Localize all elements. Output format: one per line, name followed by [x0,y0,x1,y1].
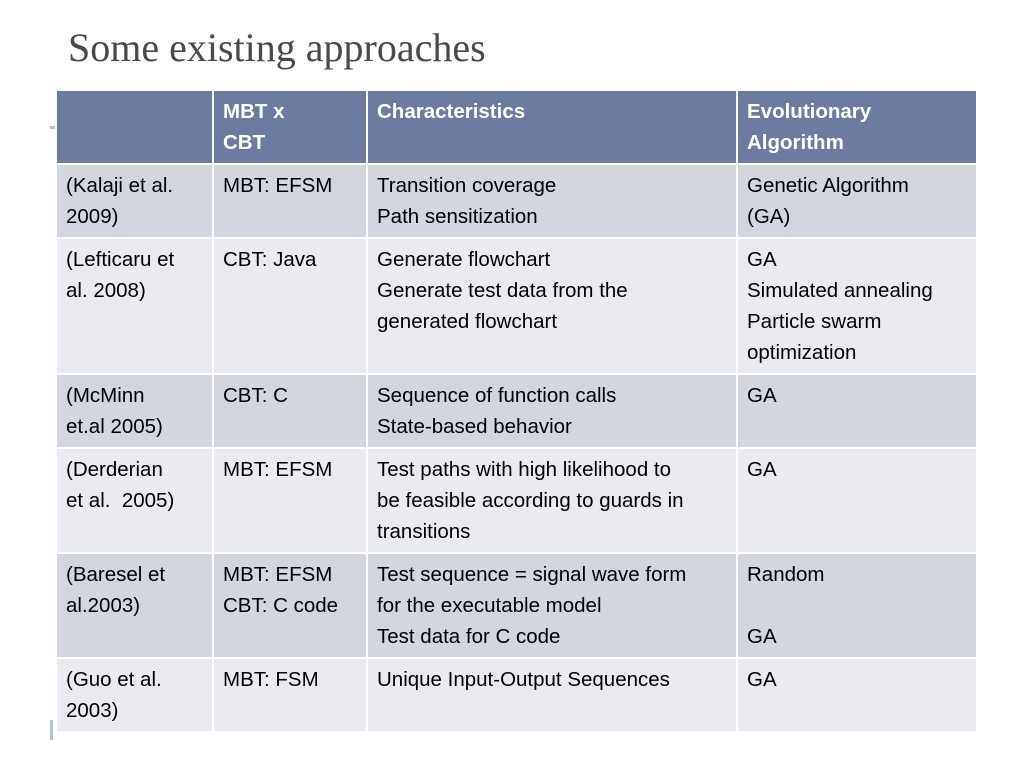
header-algorithm-line-1: Evolutionary [747,100,872,123]
reference-line: (Baresel et [66,563,166,586]
mbt-cbt-line: CBT: C [223,384,288,407]
reference-line: (Derderian [66,458,163,481]
characteristic-line: Test data for C code [377,625,561,648]
mbt-cbt-line: CBT: Java [223,248,317,271]
characteristic-line: Test paths with high likelihood to [377,458,672,481]
cell-characteristics: Generate flowchart Generate test data fr… [366,237,738,375]
algorithm-spacer [747,590,967,621]
characteristic-line: Generate flowchart [377,248,551,271]
mbt-cbt-line: CBT: C code [223,594,339,617]
approaches-table: MBT x CBT Characteristics Evolutionary A… [55,89,978,733]
reference-line: al. 2008) [66,279,146,302]
algorithm-line: GA [747,458,777,481]
header-algorithm-line-2: Algorithm [747,131,844,154]
reference-line: (McMinn [66,384,145,407]
algorithm-line: optimization [747,341,857,364]
cell-characteristics: Sequence of function calls State-based b… [366,373,738,449]
cell-reference: (Derderian et al. 2005) [55,447,214,554]
algorithm-line: GA [747,625,777,648]
cell-reference: (Lefticaru et al. 2008) [55,237,214,375]
characteristic-line: Test sequence = signal wave form [377,563,687,586]
algorithm-line: (GA) [747,205,791,228]
mbt-cbt-line: MBT: EFSM [223,174,333,197]
cell-mbt-cbt: MBT: EFSM [212,447,368,554]
table-row: (Kalaji et al. 2009) MBT: EFSM Transitio… [55,163,978,239]
mbt-cbt-line: MBT: EFSM [223,563,333,586]
cell-characteristics: Unique Input-Output Sequences [366,657,738,733]
header-mbt-cbt: MBT x CBT [212,89,368,165]
reference-line: et al. 2005) [66,489,175,512]
reference-line: 2003) [66,699,119,722]
algorithm-line: GA [747,384,777,407]
reference-line: (Kalaji et al. [66,174,174,197]
cell-reference: (Guo et al. 2003) [55,657,214,733]
cell-algorithm: Random GA [736,552,978,659]
slide-title: Some existing approaches [68,25,486,70]
cell-algorithm: Genetic Algorithm (GA) [736,163,978,239]
algorithm-line: Simulated annealing [747,279,933,302]
table-row: (Lefticaru et al. 2008) CBT: Java Genera… [55,237,978,375]
table-row: (Guo et al. 2003) MBT: FSM Unique Input-… [55,657,978,733]
reference-line: et.al 2005) [66,415,163,438]
characteristic-line: transitions [377,520,471,543]
table-row: (Baresel et al.2003) MBT: EFSM CBT: C co… [55,552,978,659]
cell-algorithm: GA [736,447,978,554]
cell-algorithm: GA [736,657,978,733]
reference-line: (Lefticaru et [66,248,175,271]
cell-mbt-cbt: MBT: EFSM CBT: C code [212,552,368,659]
reference-line: 2009) [66,205,119,228]
cell-mbt-cbt: MBT: FSM [212,657,368,733]
characteristic-line: Transition coverage [377,174,557,197]
characteristic-line: be feasible according to guards in [377,489,684,512]
cell-mbt-cbt: MBT: EFSM [212,163,368,239]
characteristic-line: State-based behavior [377,415,572,438]
cell-mbt-cbt: CBT: C [212,373,368,449]
table-header-row: MBT x CBT Characteristics Evolutionary A… [55,89,978,165]
characteristic-line: Generate test data from the [377,279,628,302]
cell-algorithm: GA [736,373,978,449]
characteristic-line: Path sensitization [377,205,538,228]
cell-characteristics: Transition coverage Path sensitization [366,163,738,239]
header-reference [55,89,214,165]
characteristic-line: Sequence of function calls [377,384,617,407]
cell-characteristics: Test paths with high likelihood to be fe… [366,447,738,554]
header-mbt-cbt-line-2: CBT [223,131,266,154]
cell-mbt-cbt: CBT: Java [212,237,368,375]
header-mbt-cbt-line-1: MBT x [223,100,285,123]
cell-reference: (Kalaji et al. 2009) [55,163,214,239]
accent-tick-bottom [50,720,53,740]
cell-algorithm: GA Simulated annealing Particle swarm op… [736,237,978,375]
algorithm-line: Genetic Algorithm [747,174,909,197]
characteristic-line: generated flowchart [377,310,558,333]
algorithm-line: Particle swarm [747,310,882,333]
table-row: (McMinn et.al 2005) CBT: C Sequence of f… [55,373,978,449]
characteristic-line: for the executable model [377,594,602,617]
algorithm-line: GA [747,248,777,271]
header-characteristics: Characteristics [366,89,738,165]
algorithm-line: GA [747,668,777,691]
algorithm-line: Random [747,563,825,586]
mbt-cbt-line: MBT: EFSM [223,458,333,481]
accent-tick-top [50,126,55,129]
table-row: (Derderian et al. 2005) MBT: EFSM Test p… [55,447,978,554]
reference-line: al.2003) [66,594,141,617]
cell-reference: (Baresel et al.2003) [55,552,214,659]
cell-characteristics: Test sequence = signal wave form for the… [366,552,738,659]
cell-reference: (McMinn et.al 2005) [55,373,214,449]
header-algorithm: Evolutionary Algorithm [736,89,978,165]
characteristic-line: Unique Input-Output Sequences [377,668,670,691]
reference-line: (Guo et al. [66,668,162,691]
mbt-cbt-line: MBT: FSM [223,668,319,691]
